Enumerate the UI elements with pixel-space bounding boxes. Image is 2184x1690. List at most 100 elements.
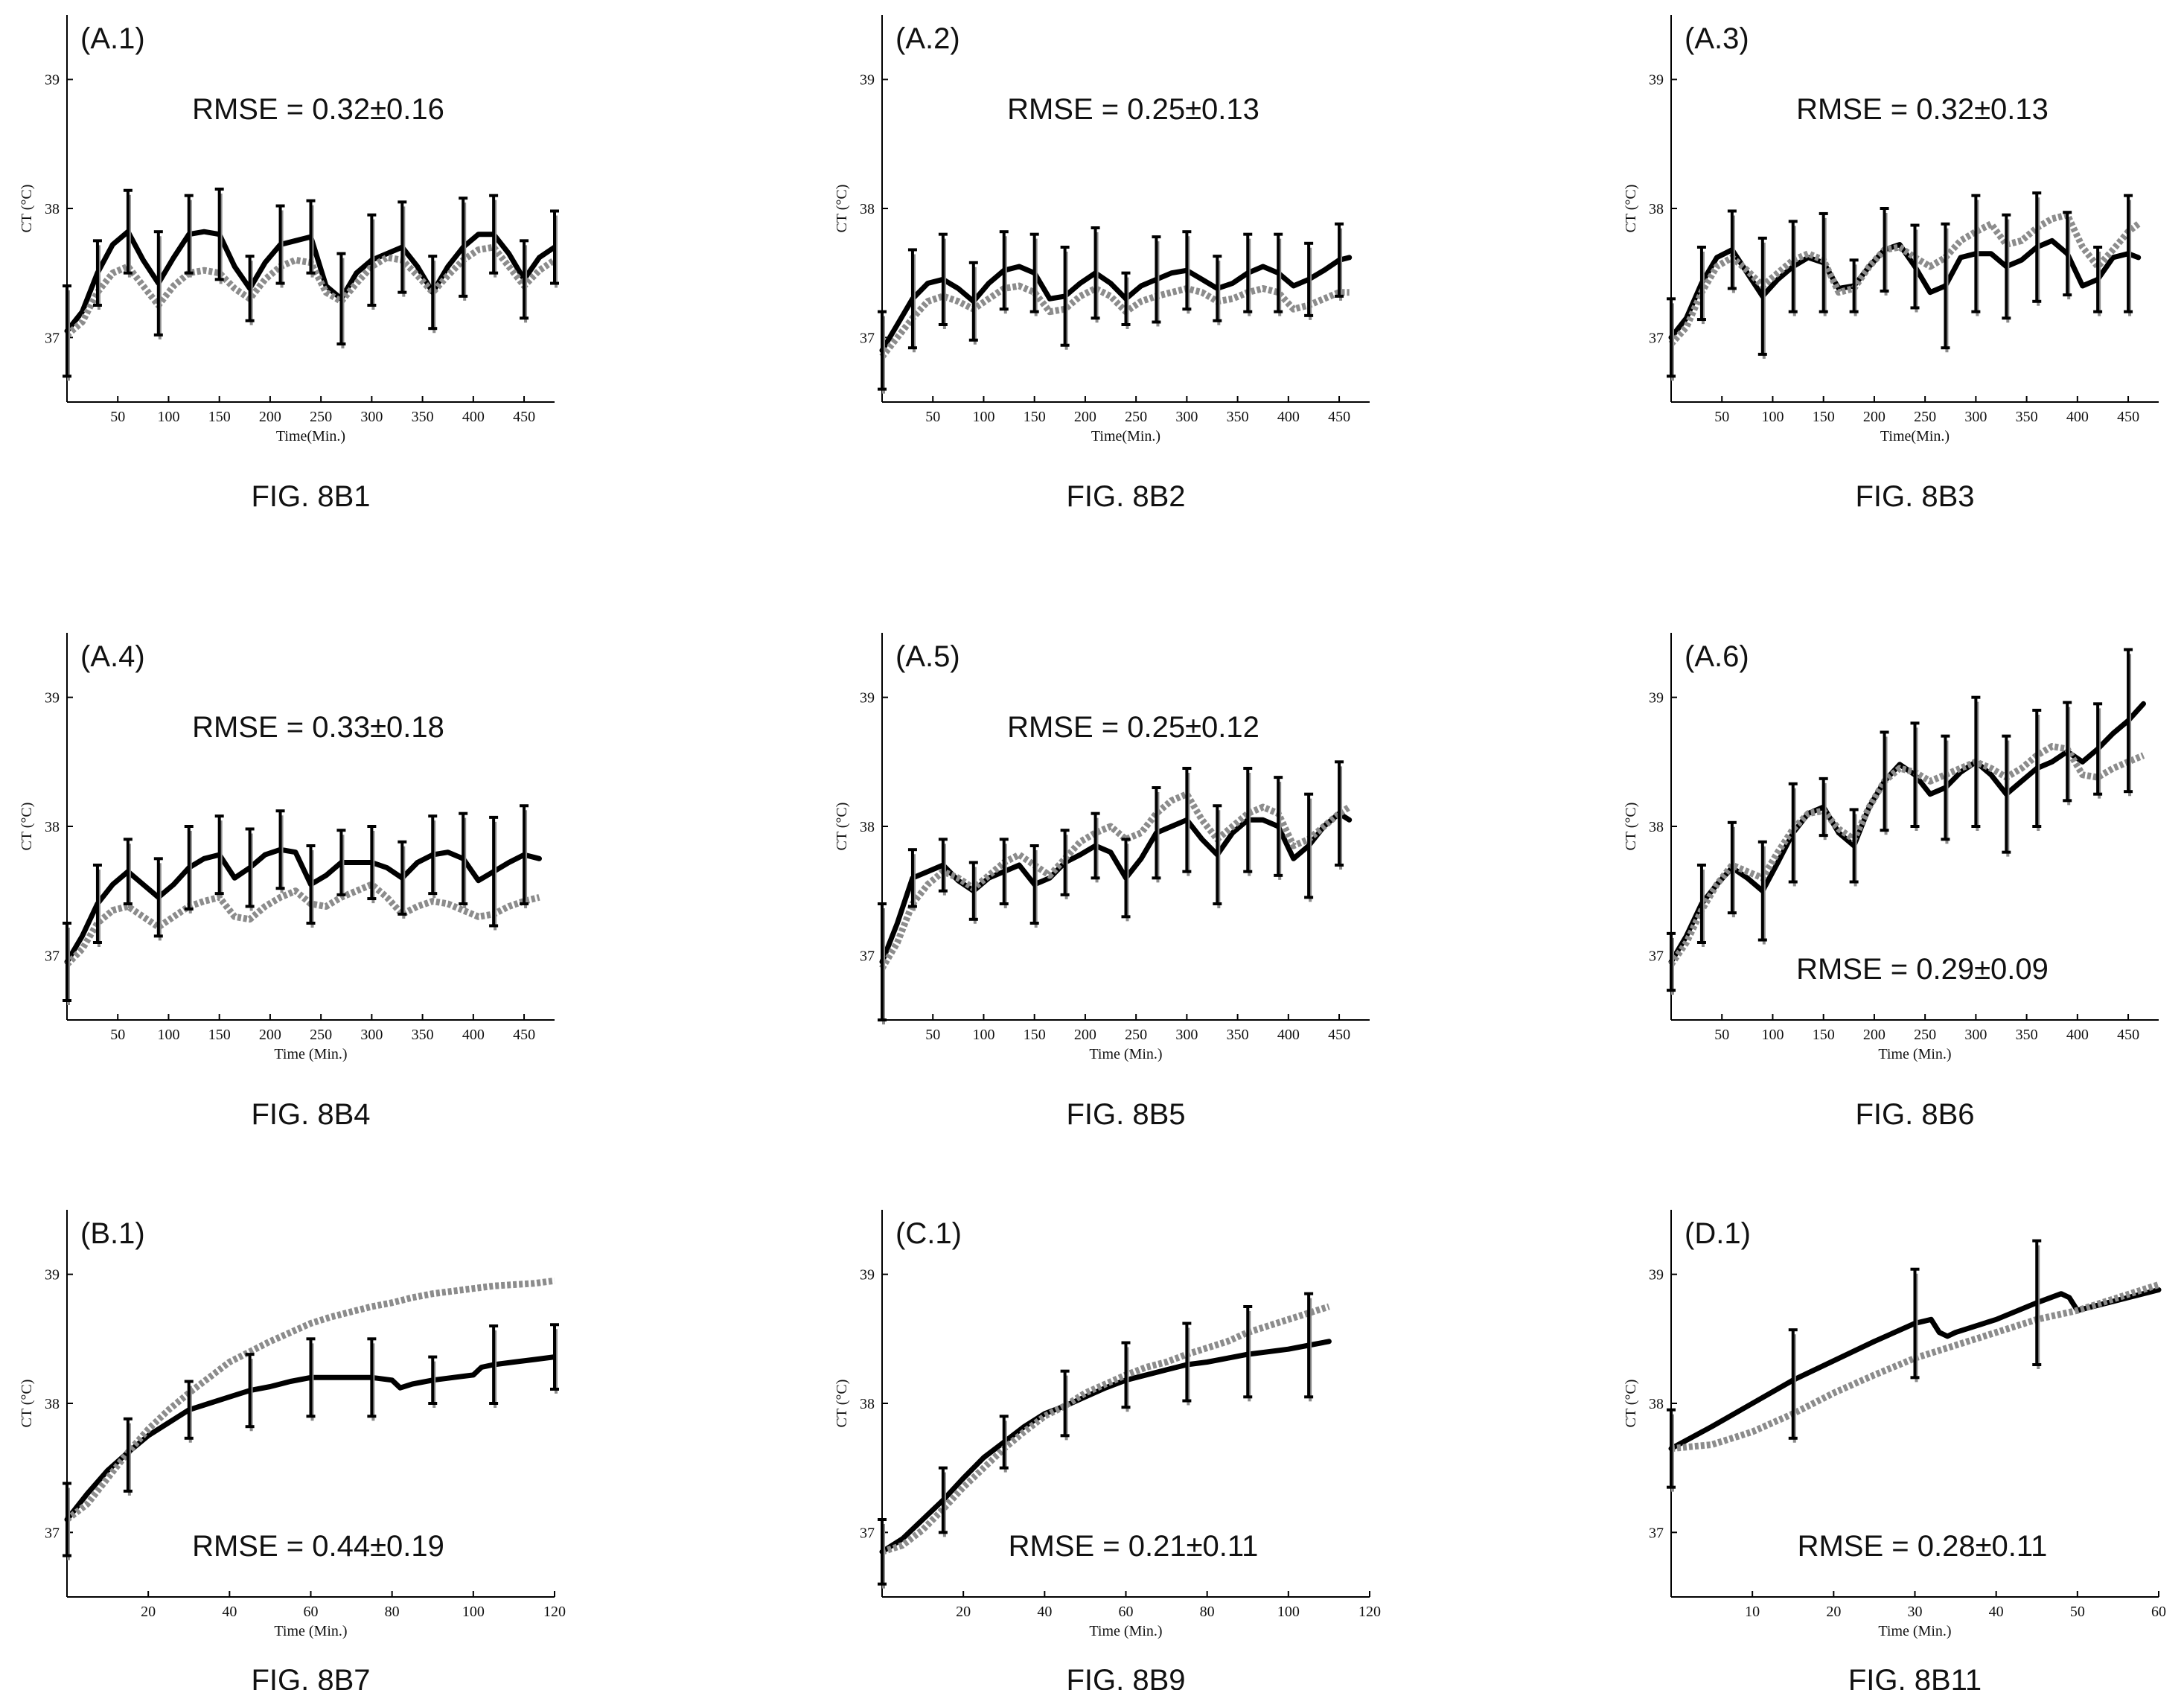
y-tick-label: 38 bbox=[45, 819, 60, 835]
chart-panel-2: 37 38 39 50 100 150 200 250 300 350 400 450 Time(Min… bbox=[834, 15, 1370, 444]
y-tick-label: 37 bbox=[1649, 1525, 1664, 1541]
x-tick-label: 350 bbox=[1227, 409, 1249, 425]
rmse-annotation: RMSE = 0.29±0.09 bbox=[1796, 953, 2049, 986]
x-tick-label: 200 bbox=[1074, 1027, 1096, 1043]
y-tick-label: 37 bbox=[860, 330, 875, 346]
rmse-annotation: RMSE = 0.32±0.13 bbox=[1796, 93, 2049, 126]
figure-caption: FIG. 8B3 bbox=[1855, 480, 1974, 513]
x-tick-label: 30 bbox=[1908, 1604, 1923, 1620]
panel-label: (A.4) bbox=[80, 640, 145, 673]
y-axis-label: CT (°C) bbox=[1623, 803, 1639, 851]
chart-panel-4: 37 38 39 50 100 150 200 250 300 350 400 450 Time (Mi… bbox=[19, 633, 555, 1062]
x-tick-label: 100 bbox=[972, 1027, 994, 1043]
y-tick-label: 39 bbox=[860, 690, 875, 707]
y-tick-label: 37 bbox=[1649, 948, 1664, 964]
rmse-annotation: RMSE = 0.44±0.19 bbox=[192, 1530, 444, 1563]
panel-label: (D.1) bbox=[1685, 1217, 1751, 1250]
x-tick-label: 60 bbox=[304, 1604, 319, 1620]
y-tick-label: 37 bbox=[45, 1525, 60, 1541]
x-tick-label: 200 bbox=[1074, 409, 1096, 425]
x-tick-label: 40 bbox=[1037, 1604, 1052, 1620]
x-tick-label: 250 bbox=[310, 409, 332, 425]
series-line-measured bbox=[879, 1339, 1332, 1555]
x-tick-label: 200 bbox=[1863, 409, 1886, 425]
x-tick-label: 80 bbox=[1200, 1604, 1215, 1620]
x-tick-label: 450 bbox=[513, 409, 535, 425]
y-tick-label: 39 bbox=[45, 690, 60, 707]
x-tick-label: 20 bbox=[1826, 1604, 1841, 1620]
x-tick-label: 50 bbox=[925, 1027, 940, 1043]
x-tick-label: 100 bbox=[1761, 409, 1784, 425]
y-tick-label: 39 bbox=[1649, 72, 1664, 89]
figure-caption: FIG. 8B5 bbox=[1066, 1098, 1185, 1131]
y-tick-label: 37 bbox=[1649, 330, 1664, 346]
x-tick-label: 50 bbox=[1714, 409, 1729, 425]
rmse-annotation: RMSE = 0.28±0.11 bbox=[1798, 1530, 2048, 1563]
x-tick-label: 400 bbox=[1277, 409, 1300, 425]
x-tick-label: 100 bbox=[1277, 1604, 1300, 1620]
panel-label: (A.5) bbox=[895, 640, 960, 673]
x-tick-label: 200 bbox=[259, 1027, 281, 1043]
y-tick-label: 39 bbox=[1649, 690, 1664, 707]
x-tick-label: 50 bbox=[110, 409, 125, 425]
chart-panel-6: 37 38 39 50 100 150 200 250 300 350 400 450 Time (Mi… bbox=[1623, 633, 2159, 1062]
y-axis-label: CT (°C) bbox=[19, 1380, 35, 1428]
x-tick-label: 250 bbox=[1914, 409, 1936, 425]
rmse-annotation: RMSE = 0.21±0.11 bbox=[1009, 1530, 1259, 1563]
y-axis-label: CT (°C) bbox=[1623, 185, 1639, 233]
x-tick-label: 200 bbox=[259, 409, 281, 425]
series-line-measured bbox=[1668, 1287, 2162, 1452]
y-tick-label: 39 bbox=[45, 72, 60, 89]
x-tick-label: 120 bbox=[543, 1604, 566, 1620]
x-tick-label: 100 bbox=[1761, 1027, 1784, 1043]
y-axis-label: CT (°C) bbox=[834, 803, 850, 851]
x-axis-label: Time (Min.) bbox=[1878, 1623, 1951, 1639]
figure-caption: FIG. 8B4 bbox=[251, 1098, 370, 1131]
x-tick-label: 20 bbox=[141, 1604, 156, 1620]
figure-caption: FIG. 8B2 bbox=[1066, 480, 1185, 513]
series-line-predicted bbox=[879, 791, 1352, 970]
x-axis-label: Time (Min.) bbox=[274, 1046, 347, 1062]
x-tick-label: 450 bbox=[2117, 409, 2139, 425]
x-tick-label: 350 bbox=[412, 1027, 434, 1043]
figure-caption: FIG. 8B1 bbox=[251, 480, 370, 513]
rmse-annotation: RMSE = 0.32±0.16 bbox=[192, 93, 444, 126]
x-tick-label: 100 bbox=[972, 409, 994, 425]
x-tick-label: 60 bbox=[2151, 1604, 2166, 1620]
x-tick-label: 300 bbox=[360, 409, 383, 425]
panel-label: (B.1) bbox=[80, 1217, 145, 1250]
x-tick-label: 80 bbox=[385, 1604, 400, 1620]
x-tick-label: 120 bbox=[1358, 1604, 1381, 1620]
series-line-predicted bbox=[64, 881, 540, 967]
x-tick-label: 150 bbox=[1024, 1027, 1046, 1043]
x-tick-label: 100 bbox=[157, 1027, 179, 1043]
x-tick-label: 400 bbox=[2066, 1027, 2089, 1043]
x-tick-label: 300 bbox=[360, 1027, 383, 1043]
y-axis-label: CT (°C) bbox=[834, 1380, 850, 1428]
x-tick-label: 300 bbox=[1175, 1027, 1198, 1043]
y-tick-label: 38 bbox=[860, 201, 875, 217]
y-axis-label: CT (°C) bbox=[834, 185, 850, 233]
x-axis-label: Time(Min.) bbox=[276, 428, 345, 444]
series-line-measured bbox=[64, 846, 542, 965]
y-tick-label: 38 bbox=[1649, 201, 1664, 217]
series-line-predicted bbox=[879, 282, 1350, 360]
y-tick-label: 37 bbox=[45, 330, 60, 346]
y-tick-label: 39 bbox=[45, 1267, 60, 1284]
x-tick-label: 100 bbox=[462, 1604, 485, 1620]
x-tick-label: 250 bbox=[1125, 409, 1147, 425]
x-tick-label: 150 bbox=[208, 409, 231, 425]
series-line-predicted bbox=[1668, 743, 2145, 967]
figure-caption: FIG. 8B7 bbox=[251, 1664, 370, 1690]
series-line-measured bbox=[1668, 701, 2146, 965]
x-tick-label: 300 bbox=[1964, 1027, 1987, 1043]
x-tick-label: 50 bbox=[110, 1027, 125, 1043]
y-axis-label: CT (°C) bbox=[1623, 1380, 1639, 1428]
x-axis-label: Time (Min.) bbox=[1878, 1046, 1951, 1062]
chart-panel-1: 37 38 39 50 100 150 200 250 300 350 400 450 Time(Min… bbox=[19, 15, 559, 444]
x-tick-label: 450 bbox=[1328, 409, 1350, 425]
x-tick-label: 40 bbox=[1989, 1604, 2004, 1620]
y-tick-label: 37 bbox=[860, 1525, 875, 1541]
x-tick-label: 50 bbox=[1714, 1027, 1729, 1043]
chart-panel-9: 37 38 39 10 20 30 40 50 60 Time (Min.) CT (°C) (D.1… bbox=[1623, 1210, 2166, 1639]
